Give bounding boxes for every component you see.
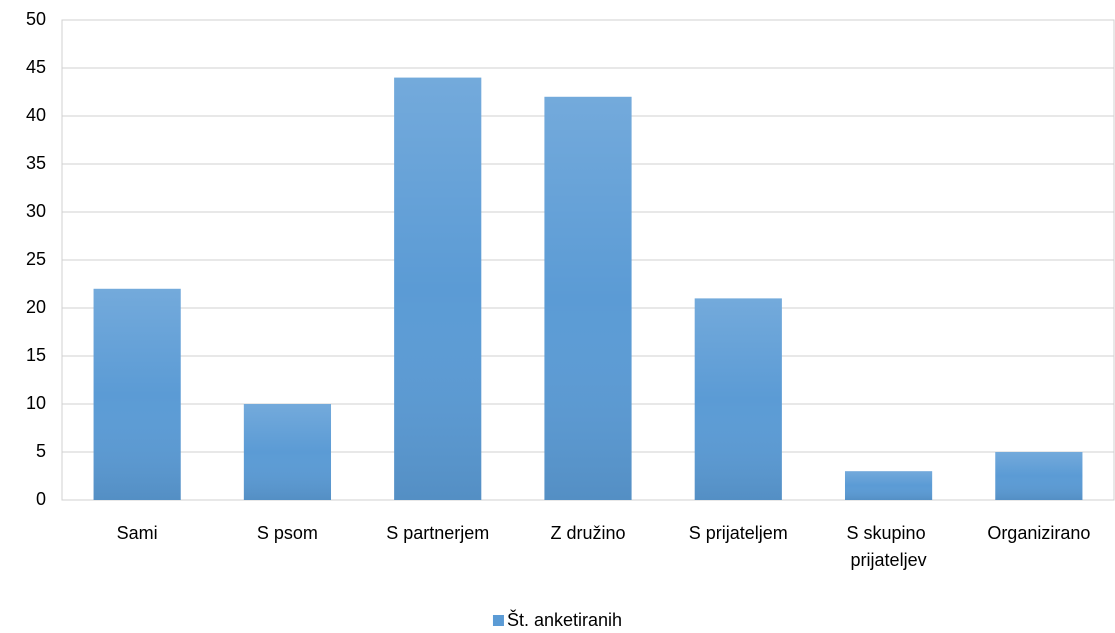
x-tick-label: S skupino prijateljev <box>847 523 931 570</box>
x-tick-label: S psom <box>257 523 318 543</box>
y-tick-label: 30 <box>26 201 46 221</box>
bar-shade <box>844 471 933 500</box>
legend-label: Št. anketiranih <box>507 609 622 630</box>
bar-shade <box>995 452 1083 500</box>
bar-shade <box>694 298 782 500</box>
x-tick-label: Sami <box>117 523 158 543</box>
bar-shade <box>93 288 181 500</box>
y-tick-label: 10 <box>26 393 46 413</box>
y-tick-label: 45 <box>26 57 46 77</box>
x-tick-label: S prijateljem <box>689 523 788 543</box>
y-tick-label: 0 <box>36 489 46 509</box>
x-tick-label: S partnerjem <box>386 523 489 543</box>
x-tick-label: Z družino <box>550 523 625 543</box>
bar-shade <box>544 96 632 501</box>
x-tick-label: Organizirano <box>987 523 1090 543</box>
bar-shade <box>243 404 332 500</box>
bar-shade <box>394 77 482 500</box>
y-tick-label: 40 <box>26 105 46 125</box>
y-tick-label: 20 <box>26 297 46 317</box>
y-tick-label: 50 <box>26 9 46 29</box>
y-tick-label: 35 <box>26 153 46 173</box>
y-tick-label: 25 <box>26 249 46 269</box>
legend-swatch <box>492 615 504 626</box>
y-tick-label: 5 <box>36 441 46 461</box>
y-tick-label: 15 <box>26 345 46 365</box>
